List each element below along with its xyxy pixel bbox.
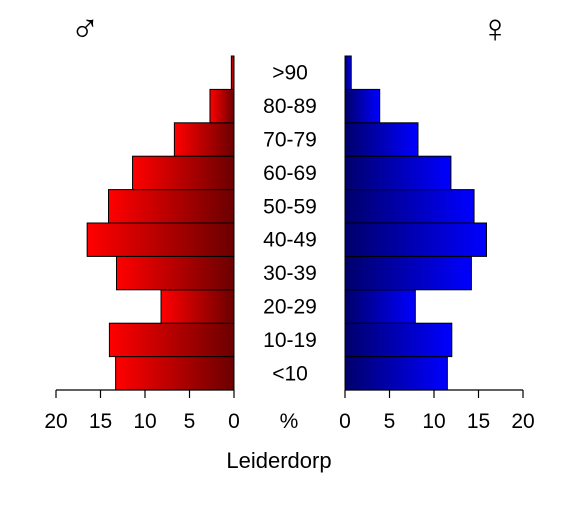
- male-bar-1: [108, 322, 235, 358]
- female-bar-6: [344, 155, 452, 191]
- female-bar-8: [344, 88, 381, 124]
- female-bars-group: [344, 55, 488, 391]
- female-bar-1: [344, 322, 453, 358]
- age-group-label-9: >90: [272, 62, 308, 85]
- age-group-label-0: <10: [272, 362, 308, 385]
- female-axis-tick-label-0: 0: [339, 410, 351, 433]
- male-bars-group: [86, 55, 235, 391]
- age-group-label-8: 80-89: [263, 95, 317, 118]
- age-group-label-3: 30-39: [263, 262, 317, 285]
- female-bar-4: [344, 222, 488, 257]
- age-group-label-4: 40-49: [263, 229, 317, 252]
- male-bar-0: [115, 356, 235, 391]
- male-axis-tick-label-2: 10: [133, 410, 156, 433]
- male-bar-5: [108, 189, 235, 224]
- male-bar-2: [160, 289, 235, 324]
- female-bar-0: [344, 356, 448, 391]
- female-bar-7: [344, 122, 419, 157]
- age-group-label-5: 50-59: [263, 195, 317, 218]
- female-bar-3: [344, 255, 472, 291]
- female-bar-5: [344, 189, 475, 224]
- male-bar-7: [173, 122, 235, 157]
- male-bar-9: [230, 55, 235, 90]
- female-axis-tick-label-2: 10: [422, 410, 445, 433]
- female-axis-tick-label-4: 20: [511, 410, 534, 433]
- male-axis-tick-label-4: 20: [44, 410, 67, 433]
- female-bar-9: [344, 55, 352, 90]
- chart-subtitle: Leiderdorp: [226, 448, 331, 473]
- male-bar-3: [116, 255, 235, 291]
- male-axis-tick-label-3: 15: [89, 410, 112, 433]
- age-labels-group: <10 10-19 20-29 30-39 40-49 50-59 60-69 70-79 80…: [263, 62, 317, 386]
- male-bar-8: [209, 88, 235, 124]
- male-symbol: ♂: [70, 7, 100, 51]
- male-bar-6: [132, 155, 235, 191]
- female-x-axis: 0 5 10 15 20: [339, 389, 535, 433]
- male-x-axis: 0 5 10 15 20: [44, 389, 240, 433]
- male-bar-4: [86, 222, 235, 257]
- female-axis-tick-label-1: 5: [384, 410, 396, 433]
- age-group-label-1: 10-19: [263, 329, 317, 352]
- age-group-label-6: 60-69: [263, 162, 317, 185]
- female-bar-2: [344, 289, 416, 324]
- age-group-label-7: 70-79: [263, 129, 317, 152]
- female-axis-tick-label-3: 15: [467, 410, 490, 433]
- center-axis-label: %: [280, 410, 299, 433]
- age-group-label-2: 20-29: [263, 296, 317, 319]
- male-axis-tick-label-0: 0: [228, 410, 240, 433]
- female-symbol: ♀: [480, 7, 510, 51]
- male-axis-tick-label-1: 5: [184, 410, 196, 433]
